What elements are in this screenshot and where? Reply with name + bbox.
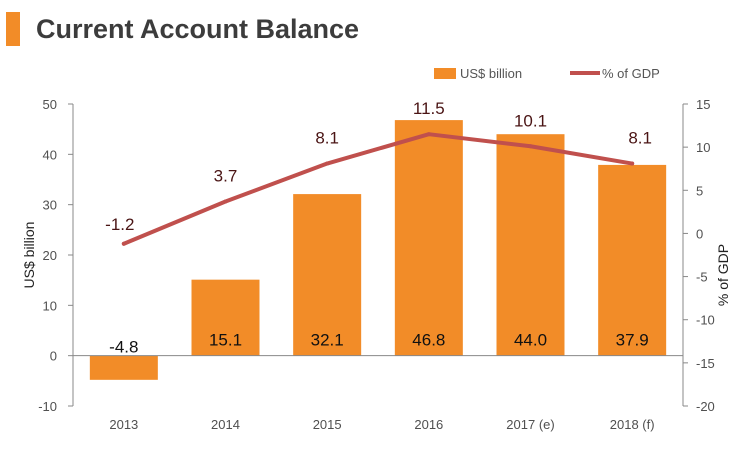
gdp-point-4 xyxy=(528,144,533,149)
left-tick-label: 30 xyxy=(43,198,57,213)
line-data-label-3: 11.5 xyxy=(413,99,445,118)
left-tick-label: 0 xyxy=(50,349,57,364)
bar-2 xyxy=(293,194,362,356)
left-tick-label: 10 xyxy=(43,298,57,313)
right-tick-label: -10 xyxy=(696,313,715,328)
right-tick-label: 15 xyxy=(696,97,710,112)
bar-1 xyxy=(191,279,260,356)
bar-5 xyxy=(598,164,667,356)
left-tick-label: -10 xyxy=(38,399,57,414)
bar-data-label-1: 15.1 xyxy=(209,331,242,350)
line-data-label-4: 10.1 xyxy=(514,111,547,130)
y-axis-title: US$ billion xyxy=(21,222,37,289)
gdp-point-0 xyxy=(121,241,126,246)
line-data-label-0: -1.2 xyxy=(105,215,134,234)
x-tick-label: 2018 (f) xyxy=(610,417,655,432)
right-tick-label: -15 xyxy=(696,356,715,371)
left-tick-label: 50 xyxy=(43,97,57,112)
bar-4 xyxy=(496,134,565,356)
x-tick-label: 2015 xyxy=(313,417,342,432)
bar-data-label-4: 44.0 xyxy=(514,331,547,350)
right-tick-label: 5 xyxy=(696,183,703,198)
legend-bar-swatch xyxy=(434,68,456,79)
gdp-point-1 xyxy=(223,199,228,204)
line-data-label-2: 8.1 xyxy=(315,129,339,148)
right-tick-label: 0 xyxy=(696,226,703,241)
gdp-point-2 xyxy=(325,161,330,166)
bar-3 xyxy=(394,120,463,356)
right-tick-label: -20 xyxy=(696,399,715,414)
gdp-line xyxy=(121,132,635,246)
bar-data-label-5: 37.9 xyxy=(616,331,649,350)
bar-data-label-0: -4.8 xyxy=(109,338,138,357)
x-tick-label: 2017 (e) xyxy=(506,417,554,432)
right-tick-label: 10 xyxy=(696,140,710,155)
y2-axis-title: % of GDP xyxy=(715,244,731,306)
gdp-point-3 xyxy=(426,132,431,137)
line-data-label-1: 3.7 xyxy=(214,167,238,186)
x-tick-label: 2016 xyxy=(414,417,443,432)
bar-data-label-2: 32.1 xyxy=(311,331,344,350)
legend-line-label: % of GDP xyxy=(602,66,660,81)
left-tick-label: 20 xyxy=(43,248,57,263)
page-title: Current Account Balance xyxy=(36,14,360,44)
legend-bar-label: US$ billion xyxy=(460,66,522,81)
right-tick-label: -5 xyxy=(696,270,708,285)
bar-data-label-3: 46.8 xyxy=(412,331,445,350)
bar-0 xyxy=(89,355,158,380)
gdp-point-5 xyxy=(630,161,635,166)
title-accent-bar xyxy=(6,12,20,46)
line-data-label-5: 8.1 xyxy=(628,129,652,148)
left-tick-label: 40 xyxy=(43,147,57,162)
x-tick-label: 2014 xyxy=(211,417,240,432)
x-tick-label: 2013 xyxy=(109,417,138,432)
